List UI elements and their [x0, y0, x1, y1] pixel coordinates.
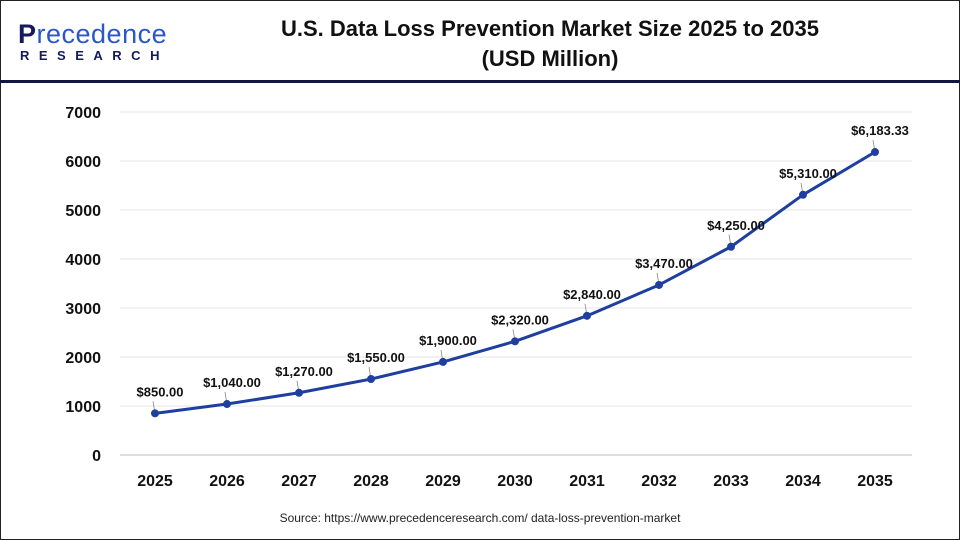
data-point	[655, 280, 663, 289]
x-tick-label: 2025	[137, 473, 173, 490]
data-point	[871, 148, 879, 157]
y-tick-label: 0	[92, 448, 101, 465]
data-point	[151, 409, 159, 418]
y-tick-label: 7000	[65, 105, 101, 122]
data-point	[295, 388, 303, 397]
y-tick-label: 5000	[65, 203, 101, 220]
data-point	[799, 190, 807, 199]
precedence-research-logo: Precedence RESEARCH	[18, 20, 169, 64]
logo-main-text: Precedence	[18, 19, 168, 49]
data-label: $6,183.33	[851, 123, 909, 138]
x-tick-label: 2028	[353, 473, 389, 490]
data-point	[439, 357, 447, 366]
data-point	[367, 375, 375, 384]
data-label: $1,900.00	[419, 333, 477, 348]
data-point	[583, 311, 591, 320]
chart-title: U.S. Data Loss Prevention Market Size 20…	[240, 14, 860, 74]
data-label: $850.00	[137, 384, 184, 399]
source-note: Source: https://www.precedenceresearch.c…	[279, 511, 681, 525]
data-label: $5,310.00	[779, 166, 837, 181]
x-tick-label: 2034	[785, 473, 821, 490]
title-line-2: (USD Million)	[481, 46, 619, 71]
data-label: $1,550.00	[347, 350, 405, 365]
logo-sub-text: RESEARCH	[20, 48, 169, 63]
x-tick-label: 2031	[569, 473, 605, 490]
data-point	[223, 400, 231, 409]
data-label: $4,250.00	[707, 218, 765, 233]
data-label: $1,040.00	[203, 375, 261, 390]
y-tick-label: 1000	[65, 399, 101, 416]
x-tick-label: 2026	[209, 473, 245, 490]
data-point	[511, 337, 519, 346]
series-line	[154, 150, 876, 415]
data-label: $2,840.00	[563, 287, 621, 302]
x-tick-label: 2029	[425, 473, 461, 490]
x-tick-label: 2030	[497, 473, 533, 490]
data-label: $2,320.00	[491, 312, 549, 327]
x-tick-label: 2027	[281, 473, 317, 490]
y-tick-label: 6000	[65, 154, 101, 171]
data-label: $3,470.00	[635, 256, 693, 271]
y-tick-label: 4000	[65, 252, 101, 269]
y-tick-label: 3000	[65, 301, 101, 318]
x-tick-label: 2035	[857, 473, 893, 490]
data-point	[727, 242, 735, 251]
title-line-1: U.S. Data Loss Prevention Market Size 20…	[280, 16, 819, 41]
data-label: $1,270.00	[275, 364, 333, 379]
x-tick-label: 2033	[713, 473, 749, 490]
header: Precedence RESEARCH U.S. Data Loss Preve…	[0, 0, 960, 83]
y-tick-label: 2000	[65, 350, 101, 367]
x-tick-label: 2032	[641, 473, 677, 490]
